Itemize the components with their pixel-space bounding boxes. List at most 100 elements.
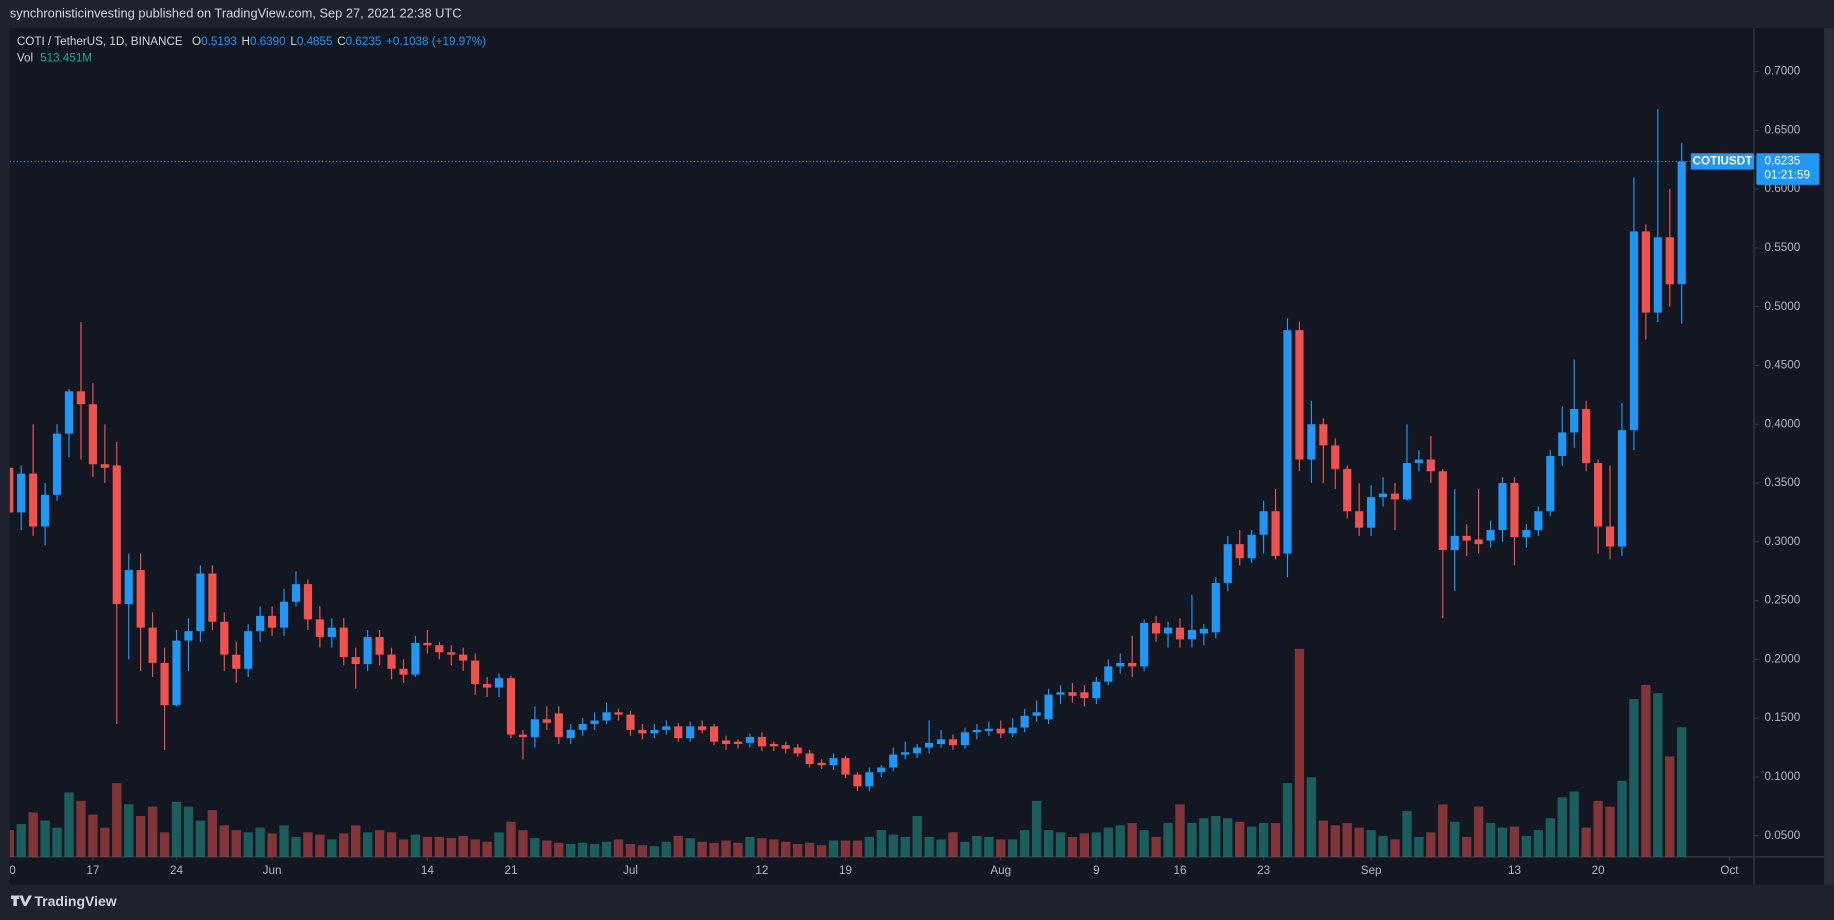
y-tick-label: 0.3500 [1765,476,1801,489]
candle-body [769,744,778,747]
candle-body [303,584,313,620]
candle-body [1450,535,1459,551]
candle-body [1438,471,1447,551]
price-tag-value: 0.6235 [1765,155,1801,168]
candle-body [662,726,671,730]
volume-bar [1677,727,1687,857]
volume-bar [1211,815,1221,857]
volume-bar [291,836,301,857]
candle-body [1068,692,1077,696]
volume-bar [578,842,588,857]
footer-logo: TradingView [11,893,117,909]
logo-icon [11,895,33,906]
volume-bar [1103,827,1113,857]
candle-body [124,570,133,605]
candle-body [1175,627,1185,640]
candle-body [423,642,432,646]
candle-body [530,719,539,737]
y-tick-label: 0.5500 [1765,241,1801,254]
candle-body [1677,161,1686,284]
volume-bar [1235,821,1245,857]
candle-body [184,631,193,641]
volume-bar [64,792,74,857]
x-tick-label: 9 [1093,864,1100,877]
volume-bar [482,841,492,857]
volume-bar [1199,818,1209,857]
candle-body [853,774,862,787]
volume-bar [828,840,839,857]
volume-bar [1593,800,1603,857]
candle-body [745,736,755,743]
candle-body [1187,629,1197,640]
volume-bar [1270,823,1281,857]
candle-body [829,758,838,766]
candle-body [1056,692,1065,695]
candle-body [17,473,26,513]
candle-body [1367,497,1376,528]
candle-body [1211,582,1220,633]
candle-body [757,736,766,747]
candle-body [1474,539,1483,545]
candle-body [1378,493,1388,498]
volume-bar [147,806,158,857]
candle-body [614,712,623,715]
overlay: 0.0500 0.1000 0.1500 0.2000 0.2500 0.3000 0.35… [9,35,1820,842]
candle-body [339,627,348,658]
volume-bar [852,840,863,857]
candle-body [1235,544,1244,559]
volume-bar [912,815,922,857]
candle-body [650,729,659,734]
candle-body [88,404,97,465]
volume-bar [781,841,791,857]
volume-bar [864,836,875,857]
candle-body [196,573,205,632]
legend-change: +0.1038 (+19.97%) [386,35,486,48]
volume-bar [1366,830,1376,857]
x-tick-label: 14 [421,864,434,877]
legend-value: 0.4855 [297,35,333,48]
candle-body [1295,330,1304,460]
candle-body [1331,445,1340,469]
candle-body [578,724,587,730]
volume-bar [52,827,62,857]
candle-body [267,615,277,628]
symbol-tag-label: COTIUSDT [1693,155,1753,168]
candle-body [936,739,946,745]
candle-body [542,719,551,723]
volume-bar [960,841,970,857]
candle-body [1355,511,1364,528]
volume-bar [494,832,504,857]
volume-bar [625,843,636,857]
candle-body [256,615,265,632]
candle-body [506,678,516,735]
candle-body [709,726,719,742]
volume-bar [1665,756,1675,857]
volume-bar [1545,818,1555,857]
y-tick-label: 0.2500 [1765,594,1801,607]
volume-bar [900,836,910,857]
volume-bar [816,845,827,857]
candle-body [817,762,826,766]
candle-body [1510,483,1519,538]
volume-bar [9,830,14,857]
candle-body [1092,681,1101,699]
chart-pane [9,28,1825,885]
y-tick-label: 0.4000 [1765,417,1801,430]
legend-key: L [290,35,297,48]
volume-bar [1115,825,1125,857]
candle-body [1617,430,1627,547]
volume-bar [1223,818,1233,857]
volume-bar [1438,804,1448,857]
volume-bar [434,836,445,857]
x-tick-label: 20 [1592,864,1605,877]
volume-bar [398,839,409,857]
volume-bar [1043,830,1054,857]
legend-symbol: COTI / TetherUS, 1D, BINANCE [17,35,183,48]
candle-body [996,728,1005,734]
publisher-line: synchronisticinvesting published on Trad… [10,5,462,20]
candle-body [1020,715,1029,728]
candle-body [686,726,695,739]
candle-body [399,668,408,675]
x-tick-label: Aug [990,864,1011,877]
plot-area [9,109,1687,857]
